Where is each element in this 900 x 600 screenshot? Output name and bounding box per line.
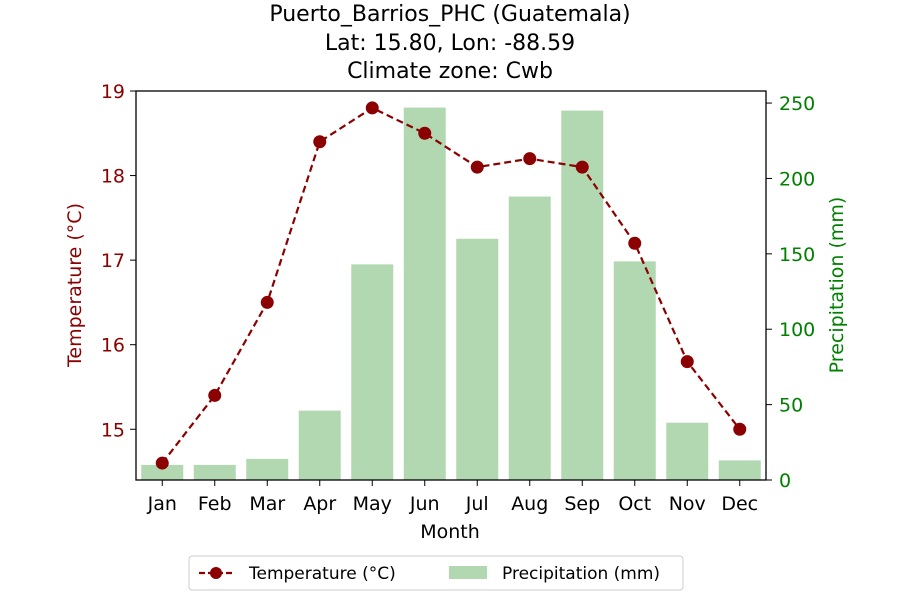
y-axis-right-label: Precipitation (mm) xyxy=(826,197,848,374)
legend-precipitation-label: Precipitation (mm) xyxy=(502,564,660,584)
precipitation-bar-mar xyxy=(246,458,289,480)
temperature-point-dec xyxy=(733,422,747,436)
precipitation-bar-may xyxy=(351,264,394,480)
temperature-point-may xyxy=(365,101,379,115)
temperature-point-apr xyxy=(313,135,327,149)
temperature-point-aug xyxy=(523,152,537,166)
temperature-point-jul xyxy=(470,160,484,174)
precipitation-bar-jul xyxy=(456,238,499,480)
temperature-point-sep xyxy=(575,160,589,174)
y-right-tick-label: 100 xyxy=(779,319,815,341)
legend: Temperature (°C) Precipitation (mm) xyxy=(188,555,684,591)
x-tick-label: Nov xyxy=(669,493,706,515)
y-left-tick-label: 16 xyxy=(101,335,125,357)
axes: Jan Feb Mar Apr May Jun Jul Aug Sep Oct Nov Dec 15 16… xyxy=(101,81,815,515)
legend-frame xyxy=(188,555,684,591)
y-left-tick-label: 18 xyxy=(101,166,125,188)
precipitation-bar-jun xyxy=(403,107,446,481)
x-tick-label: Jan xyxy=(147,493,177,515)
y-right-tick-label: 150 xyxy=(779,244,815,266)
temperature-point-oct xyxy=(628,236,642,250)
y-axis-left-label: Temperature (°C) xyxy=(64,203,86,368)
precipitation-bar-dec xyxy=(718,460,761,480)
precipitation-bars xyxy=(141,107,761,481)
temperature-point-feb xyxy=(208,388,222,402)
title-line-1: Puerto_Barrios_PHC (Guatemala) xyxy=(269,2,630,27)
x-tick-label: Jul xyxy=(465,493,489,515)
x-tick-label: Mar xyxy=(249,493,285,515)
x-tick-label: Sep xyxy=(564,493,600,515)
y-left-tick-label: 19 xyxy=(101,81,125,103)
precipitation-bar-aug xyxy=(508,196,551,480)
precipitation-bar-nov xyxy=(666,422,709,480)
x-axis-label: Month xyxy=(420,521,480,543)
x-tick-label: Aug xyxy=(511,493,548,515)
x-tick-label: Dec xyxy=(721,493,758,515)
precipitation-bar-feb xyxy=(193,464,236,480)
temperature-line xyxy=(155,101,747,470)
temperature-point-jan xyxy=(155,456,169,470)
temperature-point-mar xyxy=(260,295,274,309)
y-right-tick-label: 200 xyxy=(779,168,815,190)
y-left-tick-label: 17 xyxy=(101,250,125,272)
temperature-series-line xyxy=(161,106,741,464)
y-left-tick-label: 15 xyxy=(101,419,125,441)
title-line-3: Climate zone: Cwb xyxy=(347,59,553,84)
x-tick-label: Oct xyxy=(618,493,651,515)
precipitation-bar-apr xyxy=(298,410,341,480)
x-tick-label: Feb xyxy=(198,493,232,515)
temperature-point-jun xyxy=(418,126,432,140)
temperature-point-nov xyxy=(680,355,694,369)
y-right-tick-label: 250 xyxy=(779,93,815,115)
x-tick-label: May xyxy=(353,493,392,515)
chart-title: Puerto_Barrios_PHC (Guatemala) Lat: 15.8… xyxy=(269,2,630,84)
legend-precipitation-swatch xyxy=(449,566,487,579)
x-tick-label: Apr xyxy=(303,493,336,515)
precipitation-bar-jan xyxy=(141,464,184,480)
x-tick-label: Jun xyxy=(409,493,440,515)
y-right-tick-label: 50 xyxy=(779,395,803,417)
title-line-2: Lat: 15.80, Lon: -88.59 xyxy=(325,31,575,56)
y-right-tick-label: 0 xyxy=(779,470,791,492)
plot-frame xyxy=(135,90,767,481)
legend-temperature-label: Temperature (°C) xyxy=(248,564,396,584)
legend-temperature-marker xyxy=(210,567,222,579)
precipitation-bar-oct xyxy=(613,261,656,480)
